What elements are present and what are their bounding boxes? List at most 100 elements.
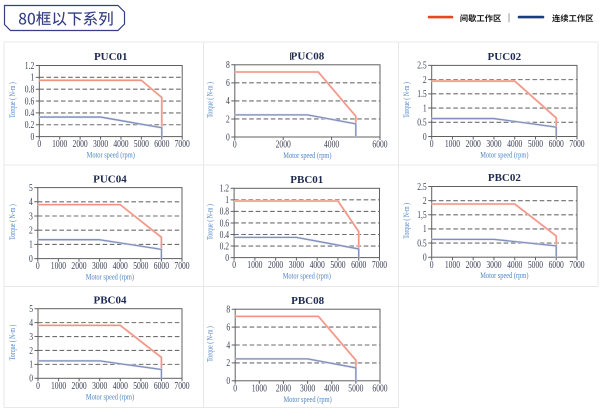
- svg-text:0.2: 0.2: [220, 241, 230, 252]
- svg-text:5000: 5000: [330, 260, 345, 271]
- svg-text:4000: 4000: [507, 260, 522, 271]
- svg-text:Motor speed (rpm): Motor speed (rpm): [283, 151, 331, 160]
- svg-text:Torque ( N-m ): Torque ( N-m ): [8, 204, 17, 240]
- svg-text:4: 4: [29, 197, 33, 208]
- svg-text:2: 2: [423, 196, 427, 207]
- svg-text:3000: 3000: [300, 383, 315, 394]
- svg-text:6: 6: [226, 78, 230, 89]
- svg-text:1000: 1000: [52, 139, 67, 150]
- svg-text:5000: 5000: [134, 139, 149, 150]
- svg-text:2000: 2000: [276, 140, 291, 151]
- svg-text:Motor speed (rpm): Motor speed (rpm): [86, 273, 134, 282]
- svg-text:0.6: 0.6: [220, 218, 230, 229]
- svg-text:3000: 3000: [486, 260, 501, 271]
- svg-text:3000: 3000: [92, 261, 107, 272]
- svg-text:5000: 5000: [133, 261, 148, 272]
- svg-text:6000: 6000: [351, 260, 366, 271]
- svg-text:2000: 2000: [72, 381, 87, 392]
- svg-text:0.4: 0.4: [25, 108, 35, 119]
- svg-text:7000: 7000: [569, 260, 584, 271]
- svg-text:0: 0: [430, 139, 434, 150]
- svg-text:4000: 4000: [507, 139, 522, 150]
- svg-text:4: 4: [226, 340, 230, 351]
- svg-text:Torque ( N-m ): Torque ( N-m ): [402, 203, 411, 239]
- svg-text:2.5: 2.5: [417, 61, 427, 72]
- svg-text:1000: 1000: [445, 139, 460, 150]
- svg-text:PBC01: PBC01: [290, 174, 323, 186]
- svg-text:5000: 5000: [528, 139, 543, 150]
- svg-text:Motor speed (rpm): Motor speed (rpm): [283, 272, 331, 281]
- svg-text:6000: 6000: [549, 139, 564, 150]
- svg-text:1: 1: [423, 224, 427, 235]
- svg-text:7000: 7000: [569, 139, 584, 150]
- svg-text:2000: 2000: [466, 260, 481, 271]
- svg-text:0: 0: [423, 132, 427, 143]
- svg-text:Motor speed (rpm): Motor speed (rpm): [87, 151, 135, 160]
- svg-text:2000: 2000: [71, 261, 86, 272]
- svg-text:4: 4: [29, 318, 33, 329]
- svg-text:0: 0: [36, 261, 40, 272]
- svg-text:5: 5: [29, 304, 33, 315]
- svg-text:1: 1: [423, 103, 427, 114]
- svg-text:0.5: 0.5: [417, 118, 427, 129]
- svg-text:0: 0: [233, 383, 237, 394]
- svg-text:Motor speed (rpm): Motor speed (rpm): [480, 271, 528, 280]
- svg-text:Motor speed (rpm): Motor speed (rpm): [86, 392, 134, 401]
- svg-text:PUC08: PUC08: [291, 51, 325, 63]
- svg-text:4000: 4000: [113, 381, 128, 392]
- svg-text:Torque ( N-m ): Torque ( N-m ): [8, 324, 17, 360]
- svg-text:1000: 1000: [445, 260, 460, 271]
- svg-text:0: 0: [226, 132, 230, 143]
- svg-text:1.2: 1.2: [220, 184, 230, 195]
- svg-text:PBC08: PBC08: [291, 295, 325, 307]
- svg-text:0: 0: [233, 140, 237, 151]
- svg-text:2000: 2000: [268, 260, 283, 271]
- svg-text:2000: 2000: [276, 383, 291, 394]
- svg-text:0: 0: [37, 139, 41, 150]
- svg-text:3000: 3000: [486, 139, 501, 150]
- svg-text:Motor speed (rpm): Motor speed (rpm): [284, 395, 332, 404]
- svg-text:3: 3: [29, 332, 33, 343]
- svg-text:2000: 2000: [466, 139, 481, 150]
- svg-text:0.6: 0.6: [25, 96, 35, 107]
- svg-text:0.4: 0.4: [220, 230, 230, 241]
- svg-text:7000: 7000: [174, 261, 189, 272]
- svg-text:1: 1: [29, 240, 33, 251]
- svg-text:2: 2: [29, 346, 33, 357]
- svg-text:Torque ( N-m ): Torque ( N-m ): [205, 326, 214, 362]
- svg-text:2.5: 2.5: [417, 182, 427, 193]
- svg-text:Torque ( N-m ): Torque ( N-m ): [402, 82, 411, 118]
- svg-text:0: 0: [226, 376, 230, 387]
- svg-text:0.5: 0.5: [417, 238, 427, 249]
- svg-text:3000: 3000: [289, 260, 304, 271]
- svg-text:PUC01: PUC01: [94, 51, 128, 63]
- svg-text:PBC02: PBC02: [488, 172, 522, 184]
- svg-text:4000: 4000: [324, 383, 339, 394]
- svg-text:7000: 7000: [372, 260, 387, 271]
- svg-text:Torque ( N-m ): Torque ( N-m ): [8, 82, 17, 118]
- svg-text:6000: 6000: [549, 260, 564, 271]
- svg-text:1.5: 1.5: [417, 89, 427, 100]
- svg-text:Torque ( N-m ): Torque ( N-m ): [205, 204, 214, 240]
- svg-text:5000: 5000: [133, 381, 148, 392]
- svg-text:0: 0: [31, 132, 35, 143]
- svg-text:2: 2: [423, 75, 427, 86]
- svg-text:6000: 6000: [154, 381, 169, 392]
- svg-text:6000: 6000: [372, 383, 387, 394]
- svg-text:6000: 6000: [372, 140, 387, 151]
- svg-text:PBC04: PBC04: [94, 294, 128, 306]
- svg-text:0: 0: [232, 260, 236, 271]
- svg-text:0: 0: [29, 374, 33, 385]
- svg-text:6000: 6000: [154, 261, 169, 272]
- svg-text:4000: 4000: [324, 140, 339, 151]
- svg-text:PUC02: PUC02: [488, 51, 522, 63]
- svg-text:0: 0: [430, 260, 434, 271]
- svg-text:4: 4: [226, 96, 230, 107]
- svg-text:0: 0: [225, 253, 229, 264]
- svg-text:8: 8: [226, 305, 230, 316]
- svg-text:6: 6: [226, 322, 230, 333]
- svg-text:4000: 4000: [113, 261, 128, 272]
- svg-text:7000: 7000: [174, 381, 189, 392]
- svg-text:0.2: 0.2: [25, 120, 35, 131]
- svg-text:1000: 1000: [51, 261, 66, 272]
